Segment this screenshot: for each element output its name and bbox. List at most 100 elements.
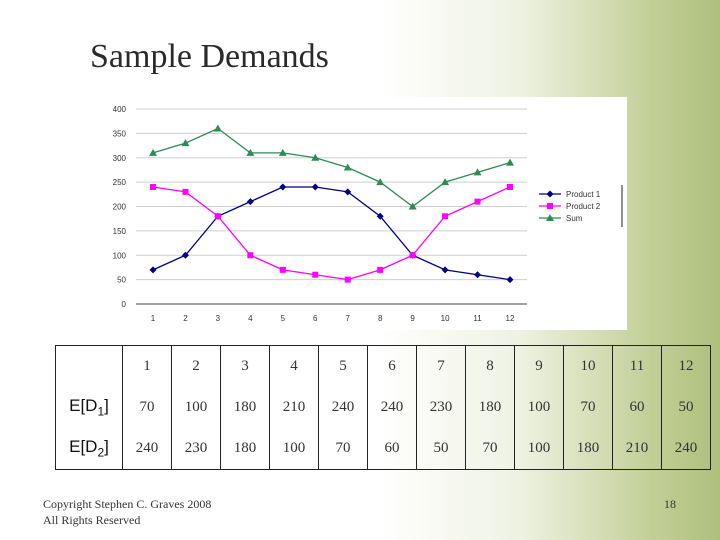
data-point: [473, 168, 482, 176]
table-cell: 240: [122, 428, 172, 470]
data-point: [279, 183, 287, 191]
table-cell: 50: [661, 387, 711, 428]
row-label-d1: E[D1]: [55, 387, 123, 428]
data-point: [507, 184, 513, 190]
data-point: [149, 148, 157, 156]
legend-label: Product 2: [566, 202, 601, 211]
data-point: [181, 251, 189, 259]
row-label-d2: E[D2]: [55, 428, 123, 470]
table-cell: 180: [220, 387, 270, 428]
data-point: [246, 148, 255, 156]
table-cell: 60: [612, 387, 662, 428]
table-header-cell: 6: [367, 345, 417, 387]
x-tick-label: 6: [313, 314, 318, 323]
table-header-cell: 10: [563, 345, 613, 387]
line-chart: 0 50 100 150 200 250 300 350 400 1 2 3 4 5 6 7 8 9 10 11 12 P…: [99, 97, 627, 330]
table-cell: 100: [514, 387, 564, 428]
data-point: [376, 178, 385, 186]
data-point: [474, 271, 482, 279]
table-cell: 100: [269, 428, 319, 470]
data-point: [214, 213, 221, 220]
table-row-d2: E[D2] 240 230 180 100 70 60 50 70 100 18…: [55, 428, 711, 470]
x-tick-label: 4: [248, 314, 253, 323]
data-point: [474, 198, 481, 205]
x-tick-label: 1: [151, 314, 156, 323]
data-point: [278, 148, 287, 156]
table-cell: 180: [220, 428, 270, 470]
legend-marker: [546, 214, 554, 221]
table-cell: 230: [416, 387, 466, 428]
legend-marker: [546, 190, 554, 198]
table-cell: 180: [465, 387, 515, 428]
data-point: [311, 153, 320, 161]
table-cell: 100: [514, 428, 564, 470]
table-header-cell: 3: [220, 345, 270, 387]
data-point: [311, 183, 319, 191]
data-point: [409, 252, 416, 259]
data-point: [441, 266, 449, 274]
x-tick-label: 2: [183, 314, 188, 323]
legend-label: Sum: [566, 214, 583, 223]
x-tick-label: 5: [281, 314, 286, 323]
data-point: [181, 139, 190, 147]
table-header-cell: 7: [416, 345, 466, 387]
x-tick-label: 3: [216, 314, 221, 323]
table-cell: 100: [171, 387, 221, 428]
x-tick-label: 12: [506, 314, 515, 323]
data-point: [246, 198, 254, 206]
copyright-notice: Copyright Stephen C. Graves 2008 All Rig…: [43, 496, 211, 528]
data-point: [213, 124, 222, 132]
y-tick-label: 100: [113, 251, 127, 260]
table-cell: 210: [269, 387, 319, 428]
x-tick-label: 8: [378, 314, 383, 323]
x-tick-label: 7: [346, 314, 351, 323]
data-point: [149, 266, 157, 274]
data-point: [247, 252, 254, 259]
demand-table: 1 2 3 4 5 6 7 8 9 10 11 12 E[D1] 70 100 …: [55, 345, 711, 470]
table-row-d1: E[D1] 70 100 180 210 240 240 230 180 100…: [55, 387, 711, 428]
data-point: [506, 276, 514, 284]
x-tick-label: 11: [473, 314, 482, 323]
x-tick-label: 10: [441, 314, 450, 323]
table-cell: 60: [367, 428, 417, 470]
y-tick-label: 150: [113, 227, 127, 236]
table-cell: 180: [563, 428, 613, 470]
legend-label: Product 1: [566, 190, 601, 199]
table-cell: 70: [318, 428, 368, 470]
data-point: [279, 266, 286, 273]
data-point: [312, 271, 319, 278]
y-tick-label: 0: [122, 300, 127, 309]
slide-title: Sample Demands: [90, 38, 329, 75]
y-tick-label: 400: [113, 105, 127, 114]
y-tick-label: 50: [117, 276, 126, 285]
table-header-cell: 9: [514, 345, 564, 387]
table-header-cell: 4: [269, 345, 319, 387]
x-tick-label: 9: [410, 314, 415, 323]
copyright-line: Copyright Stephen C. Graves 2008: [43, 497, 212, 511]
table-header-cell: 11: [612, 345, 662, 387]
table-cell: 210: [612, 428, 662, 470]
data-point: [150, 184, 156, 190]
table-header-cell: 5: [318, 345, 368, 387]
data-point: [442, 213, 449, 220]
table-cell: 70: [465, 428, 515, 470]
table-header-cell: 2: [171, 345, 221, 387]
data-point: [441, 178, 450, 186]
y-tick-label: 300: [113, 154, 127, 163]
table-corner-cell: [55, 345, 123, 387]
y-tick-label: 250: [113, 178, 127, 187]
table-cell: 240: [661, 428, 711, 470]
data-point: [408, 202, 417, 210]
data-point: [343, 163, 352, 171]
table-cell: 70: [122, 387, 172, 428]
data-point: [182, 188, 189, 195]
legend-marker: [547, 203, 553, 209]
table-header-row: 1 2 3 4 5 6 7 8 9 10 11 12: [55, 345, 711, 387]
table-cell: 240: [318, 387, 368, 428]
table-header-cell: 12: [661, 345, 711, 387]
rights-line: All Rights Reserved: [43, 513, 141, 527]
table-cell: 240: [367, 387, 417, 428]
table-header-cell: 8: [465, 345, 515, 387]
y-tick-label: 350: [113, 129, 127, 138]
